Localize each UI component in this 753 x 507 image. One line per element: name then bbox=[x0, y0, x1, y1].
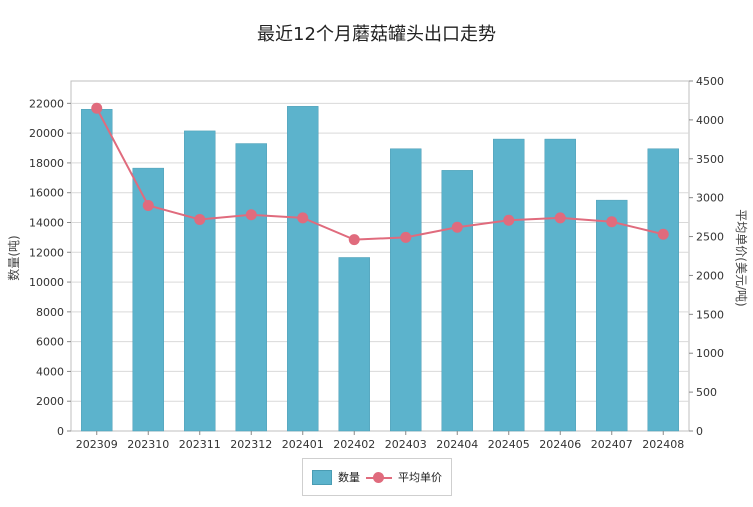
price-point bbox=[503, 215, 514, 226]
x-tick-label: 202403 bbox=[385, 438, 427, 451]
y2-tick-label: 4500 bbox=[696, 75, 724, 88]
x-tick-label: 202408 bbox=[642, 438, 684, 451]
price-point bbox=[606, 216, 617, 227]
price-point bbox=[658, 229, 669, 240]
price-point bbox=[143, 200, 154, 211]
y2-tick-label: 2500 bbox=[696, 231, 724, 244]
x-tick-label: 202404 bbox=[436, 438, 478, 451]
price-point bbox=[555, 212, 566, 223]
y-tick-label: 4000 bbox=[36, 365, 64, 378]
bar bbox=[81, 109, 112, 431]
legend: 数量 平均单价 bbox=[302, 458, 452, 496]
legend-line-swatch bbox=[366, 471, 392, 484]
bar bbox=[493, 139, 524, 431]
y-tick-label: 6000 bbox=[36, 336, 64, 349]
price-line bbox=[97, 108, 664, 239]
y2-axis-label: 平均单价(美元/吨) bbox=[734, 209, 748, 306]
legend-label-price: 平均单价 bbox=[398, 469, 442, 485]
bar bbox=[390, 149, 421, 431]
y-tick-label: 14000 bbox=[29, 216, 64, 229]
y-tick-label: 16000 bbox=[29, 187, 64, 200]
x-tick-label: 202407 bbox=[591, 438, 633, 451]
price-point bbox=[91, 103, 102, 114]
y2-tick-label: 500 bbox=[696, 386, 717, 399]
bar bbox=[442, 170, 473, 431]
y-tick-label: 20000 bbox=[29, 127, 64, 140]
bar bbox=[184, 131, 215, 431]
x-tick-label: 202402 bbox=[333, 438, 375, 451]
y-tick-label: 12000 bbox=[29, 246, 64, 259]
y2-tick-label: 2000 bbox=[696, 269, 724, 282]
bar bbox=[545, 139, 576, 431]
price-point bbox=[194, 214, 205, 225]
bar bbox=[236, 144, 267, 431]
price-point bbox=[297, 212, 308, 223]
y-tick-label: 10000 bbox=[29, 276, 64, 289]
y-tick-label: 0 bbox=[57, 425, 64, 438]
price-point bbox=[452, 222, 463, 233]
y2-tick-label: 4000 bbox=[696, 114, 724, 127]
y-tick-label: 22000 bbox=[29, 97, 64, 110]
y-tick-label: 8000 bbox=[36, 306, 64, 319]
y2-tick-label: 3500 bbox=[696, 153, 724, 166]
y-axis-label: 数量(吨) bbox=[6, 235, 21, 280]
y2-tick-label: 3000 bbox=[696, 192, 724, 205]
legend-item-price[interactable]: 平均单价 bbox=[366, 469, 442, 485]
x-tick-label: 202406 bbox=[539, 438, 581, 451]
bar bbox=[648, 149, 679, 431]
x-tick-label: 202401 bbox=[282, 438, 324, 451]
chart-plot: 0200040006000800010000120001400016000180… bbox=[0, 0, 753, 507]
line-series bbox=[91, 103, 669, 245]
bar-series bbox=[81, 106, 678, 431]
y2-tick-label: 1000 bbox=[696, 347, 724, 360]
x-tick-label: 202311 bbox=[179, 438, 221, 451]
bar bbox=[339, 257, 370, 431]
y-tick-label: 2000 bbox=[36, 395, 64, 408]
legend-label-quantity: 数量 bbox=[338, 469, 360, 485]
bar bbox=[287, 106, 318, 431]
price-point bbox=[400, 232, 411, 243]
y-tick-label: 18000 bbox=[29, 157, 64, 170]
x-tick-label: 202405 bbox=[488, 438, 530, 451]
price-point bbox=[246, 209, 257, 220]
legend-bar-swatch bbox=[312, 470, 332, 485]
y2-tick-label: 1500 bbox=[696, 308, 724, 321]
x-tick-label: 202312 bbox=[230, 438, 272, 451]
price-point bbox=[349, 234, 360, 245]
legend-item-quantity[interactable]: 数量 bbox=[312, 469, 360, 485]
y2-tick-label: 0 bbox=[696, 425, 703, 438]
bar bbox=[596, 200, 627, 431]
x-tick-label: 202309 bbox=[76, 438, 118, 451]
x-tick-label: 202310 bbox=[127, 438, 169, 451]
